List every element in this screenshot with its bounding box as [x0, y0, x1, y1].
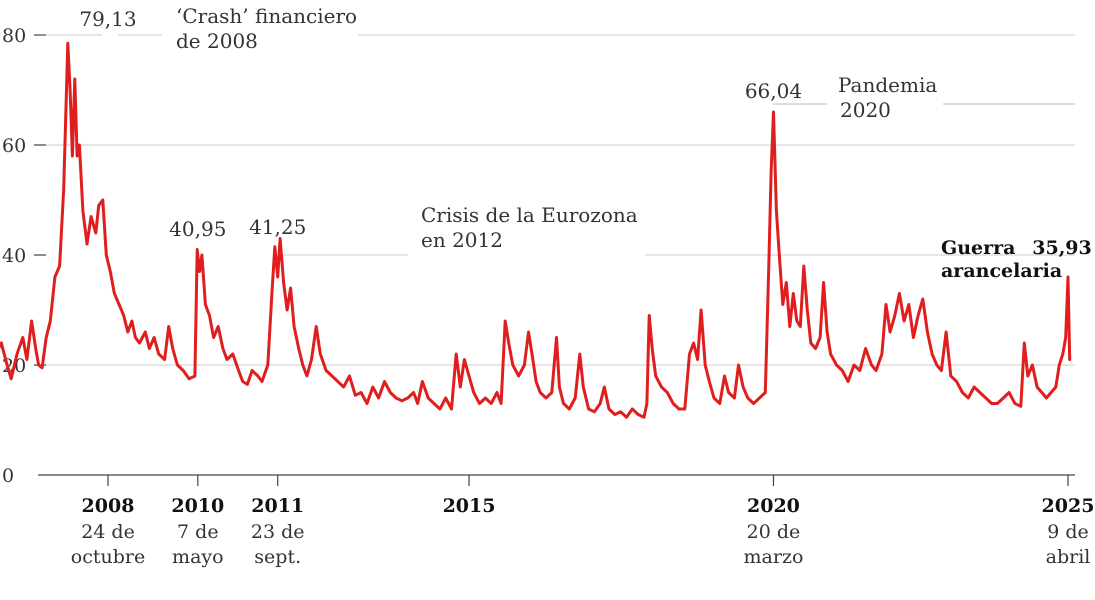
x-date-label: 9 de: [1047, 521, 1089, 543]
peak-value-label: 35,93: [1032, 237, 1092, 259]
peak-labels: 79,13 40,95 41,25 66,04 35,93: [79, 7, 1091, 259]
x-date-label: abril: [1046, 546, 1091, 568]
x-year-label: 2015: [443, 495, 496, 517]
y-tick-label: 80: [2, 25, 26, 47]
x-date-label: 7 de: [177, 521, 219, 543]
y-tick-label: 40: [2, 245, 26, 267]
peak-value-label: 41,25: [249, 215, 306, 239]
x-date-label: sept.: [254, 546, 301, 568]
x-date-label: mayo: [172, 546, 224, 568]
y-tick-label: 0: [2, 465, 14, 487]
x-year-label: 2010: [171, 495, 224, 517]
peak-value-label: 66,04: [745, 79, 802, 103]
x-date-label: marzo: [744, 546, 804, 568]
annotation-text: de 2008: [176, 29, 258, 53]
series-line: [0, 41, 1072, 419]
annotation-text: 2020: [840, 98, 891, 122]
series-group: [0, 41, 1072, 419]
x-date-label: 24 de: [81, 521, 135, 543]
y-tick-label: 60: [2, 135, 26, 157]
annotation-text: en 2012: [421, 228, 503, 252]
annotation-text: Crisis de la Eurozona: [421, 203, 638, 227]
annotation-text: Guerra: [941, 237, 1015, 259]
x-year-label: 2011: [251, 495, 304, 517]
x-axis: 2008 24 de octubre 2010 7 de mayo 2011 23 de sep…: [71, 475, 1095, 568]
x-year-label: 2025: [1042, 495, 1095, 517]
peak-value-label: 79,13: [79, 7, 136, 31]
x-year-label: 2020: [747, 495, 800, 517]
x-date-label: octubre: [71, 546, 145, 568]
x-year-label: 2008: [82, 495, 135, 517]
annotation-text: arancelaria: [941, 260, 1062, 282]
x-date-label: 23 de: [251, 521, 305, 543]
peak-value-label: 40,95: [169, 217, 226, 241]
x-date-label: 20 de: [747, 521, 801, 543]
annotation-text: ‘Crash’ financiero: [176, 4, 357, 28]
annotation-text: Pandemia: [838, 73, 937, 97]
